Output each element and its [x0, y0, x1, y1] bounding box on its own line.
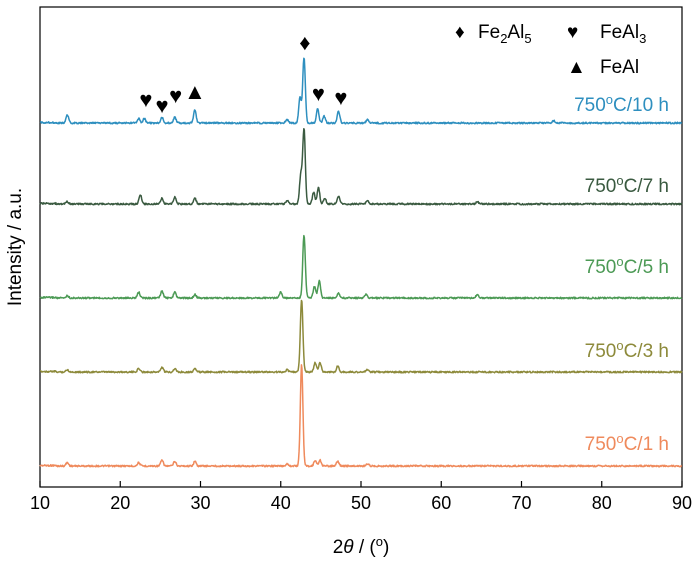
marker-feal3-2: ♥: [155, 93, 168, 118]
legend-label-feal: FeAl: [600, 57, 639, 78]
x-tick-label-10: 10: [30, 493, 50, 513]
legend: ♦ Fe2Al5 ♥ FeAl3 ▲ FeAl: [455, 22, 646, 78]
marker-feal-4: ▲: [184, 79, 206, 104]
legend-symbol-feal3: ♥: [567, 22, 578, 43]
marker-feal3-1: ♥: [139, 87, 152, 112]
series-label-5: 750oC/10 h: [574, 92, 669, 116]
x-tick-label-50: 50: [351, 493, 371, 513]
phase-markers: ♦♥ ♥ ♥ ▲ ♥ ♥: [139, 30, 347, 118]
legend-label-feal3: FeAl3: [600, 22, 646, 46]
series-label-2: 750oC/3 h: [585, 338, 669, 362]
x-tick-label-70: 70: [511, 493, 531, 513]
series-group: [39, 57, 683, 468]
marker-feal3-6: ♥: [334, 85, 347, 110]
series-label-3: 750oC/5 h: [585, 254, 669, 278]
legend-symbol-feal: ▲: [567, 57, 586, 78]
series-line-4: [39, 127, 683, 206]
plot-frame: [39, 6, 683, 488]
series-label-1: 750oC/1 h: [585, 431, 669, 455]
x-tick-label-40: 40: [271, 493, 291, 513]
x-tick-label-20: 20: [110, 493, 130, 513]
x-tick-label-60: 60: [431, 493, 451, 513]
marker-feal3-5: ♥: [312, 81, 325, 106]
series-label-4: 750oC/7 h: [585, 173, 669, 197]
x-tick-label-90: 90: [672, 493, 692, 513]
legend-symbol-fe2al5: ♦: [455, 22, 465, 43]
y-axis-title: Intensity / a.u.: [5, 188, 26, 306]
x-tick-label-80: 80: [592, 493, 612, 513]
legend-label-fe2al5: Fe2Al5: [478, 22, 532, 46]
x-axis-title: 2θ / (o): [333, 534, 390, 558]
series-labels: 750oC/1 h 750oC/3 h 750oC/5 h 750oC/7 h 750o…: [574, 92, 669, 455]
series-line-5: [39, 57, 683, 125]
series-line-3: [39, 234, 683, 300]
series-line-1: [39, 364, 683, 468]
x-ticks: 10 20 30 40 50 60 70 80 90: [30, 481, 692, 513]
x-tick-label-30: 30: [190, 493, 210, 513]
series-line-2: [39, 299, 683, 374]
marker-feal3-3: ♥: [169, 83, 182, 108]
marker-fe2al5-0: ♦: [299, 30, 310, 55]
